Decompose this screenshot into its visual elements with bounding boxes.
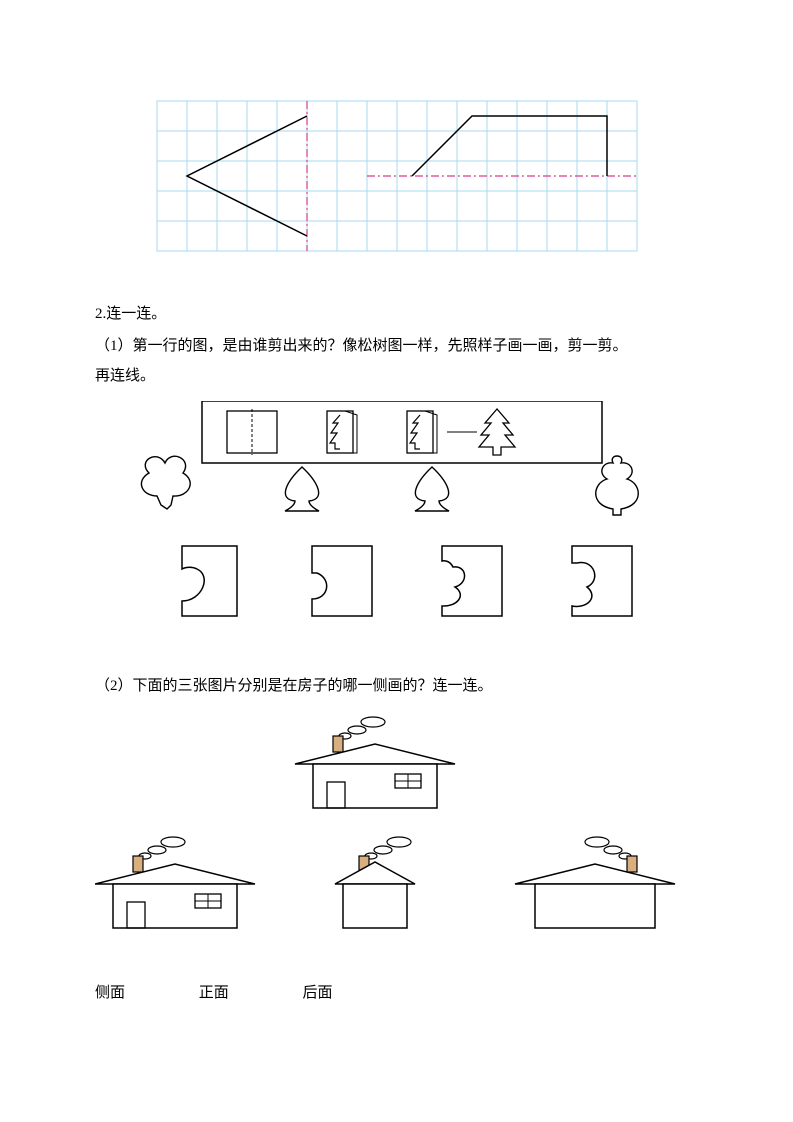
q2-part1-line1: （1）第一行的图，是由谁剪出来的？像松树图一样，先照样子画一画，剪一剪。 [95, 338, 628, 354]
q2-part1-line2: 再连线。 [95, 368, 155, 384]
cut-template-3-icon [442, 546, 502, 616]
grid-symmetry-figure [95, 100, 698, 252]
main-house-icon [295, 717, 455, 808]
label-front: 正面 [199, 981, 229, 1002]
spade-shape-2-icon [415, 467, 449, 511]
house-views-figure [95, 716, 698, 951]
view-labels-row: 侧面 正面 后面 [95, 981, 698, 1002]
q2-label: 2.连一连。 [95, 302, 698, 323]
label-side: 侧面 [95, 981, 125, 1002]
example-square-icon [227, 409, 277, 455]
q2-part1-text: （1）第一行的图，是由谁剪出来的？像松树图一样，先照样子画一画，剪一剪。 再连线… [95, 331, 698, 391]
cut-template-2-icon [312, 546, 372, 616]
label-back: 后面 [303, 981, 333, 1002]
example-tree-icon [479, 409, 515, 455]
cut-match-figure [95, 401, 698, 621]
example-fold-icon [327, 411, 357, 453]
q2-part2-text: （2）下面的三张图片分别是在房子的哪一侧画的？连一连。 [95, 671, 698, 701]
cut-template-4-icon [572, 546, 632, 616]
house-view-c-icon [515, 837, 675, 928]
house-view-a-icon [95, 837, 255, 928]
house-view-b-icon [335, 837, 415, 928]
clover-shape-icon [141, 456, 190, 509]
cut-template-1-icon [182, 546, 237, 616]
cut-match-svg [127, 401, 667, 621]
example-drawn-icon [407, 411, 437, 453]
grid-svg [156, 100, 638, 252]
gourd-shape-icon [595, 456, 638, 515]
house-views-svg [95, 716, 695, 946]
spade-shape-1-icon [285, 467, 319, 511]
